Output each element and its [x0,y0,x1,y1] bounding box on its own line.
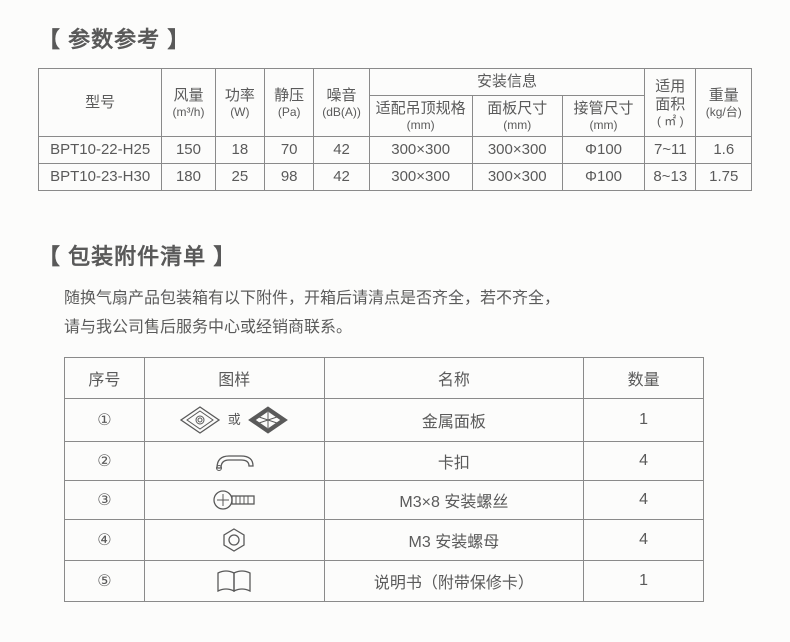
spec-header-row1: 型号 风量 (m³/h) 功率 (W) 静压 (Pa) 噪音 (dB(A)) 安 [39,69,752,96]
hdr-power: 功率 (W) [215,69,264,137]
clip-icon [209,452,259,469]
section2-title: 【 包装附件清单 】 [38,239,752,271]
cell-power: 25 [215,164,264,191]
cell-icon: 或 [144,398,324,441]
cell-area: 7~11 [645,137,696,164]
hdr-model: 型号 [39,69,162,137]
hdr-area: 适用 面积 ( ㎡ ) [645,69,696,137]
cell-static: 98 [265,164,314,191]
cell-noise: 42 [314,164,369,191]
cell-icon [144,480,324,519]
screw-icon [209,491,259,508]
hdr-pipe: 接管尺寸 (mm) [562,96,644,137]
hdr-airflow-unit: (m³/h) [164,105,212,119]
cell-seq: ⑤ [65,560,145,601]
hdr-pipe-unit: (mm) [565,118,642,132]
spec-row: BPT10-22-H25 150 18 70 42 300×300 300×30… [39,137,752,164]
hdr-area-l2: 面积 [655,96,685,113]
cell-icon [144,560,324,601]
or-label: 或 [228,412,241,427]
cell-panel: 300×300 [472,164,562,191]
cell-name: 金属面板 [324,398,584,441]
hdr-area-l1: 适用 [655,78,685,95]
cell-name: 卡扣 [324,441,584,480]
cell-qty: 1 [584,398,704,441]
hdr-power-label: 功率 [225,87,255,104]
hdr-airflow: 风量 (m³/h) [162,69,215,137]
hdr-qty: 数量 [584,357,704,398]
hdr-ceiling-label: 适配吊顶规格 [376,100,466,117]
cell-ceiling: 300×300 [369,137,472,164]
parts-row: ③ M3×8 安装螺丝 4 [65,480,704,519]
cell-icon [144,441,324,480]
metal-panel-alt-icon [247,411,289,428]
cell-model: BPT10-23-H30 [39,164,162,191]
cell-airflow: 150 [162,137,215,164]
cell-qty: 1 [584,560,704,601]
hdr-noise: 噪音 (dB(A)) [314,69,369,137]
hdr-weight: 重量 (kg/台) [696,69,752,137]
cell-airflow: 180 [162,164,215,191]
spec-table: 型号 风量 (m³/h) 功率 (W) 静压 (Pa) 噪音 (dB(A)) 安 [38,68,752,191]
cell-icon [144,519,324,560]
cell-pipe: Φ100 [562,164,644,191]
cell-ceiling: 300×300 [369,164,472,191]
hdr-static-unit: (Pa) [267,105,311,119]
hdr-pipe-label: 接管尺寸 [574,100,634,117]
hdr-icon: 图样 [144,357,324,398]
hdr-airflow-label: 风量 [173,87,203,104]
cell-model: BPT10-22-H25 [39,137,162,164]
parts-intro: 随换气扇产品包装箱有以下附件，开箱后请清点是否齐全，若不齐全， 请与我公司售后服… [64,285,752,343]
cell-name: M3 安装螺母 [324,519,584,560]
hdr-noise-label: 噪音 [327,87,357,104]
cell-name: M3×8 安装螺丝 [324,480,584,519]
cell-seq: ③ [65,480,145,519]
cell-pipe: Φ100 [562,137,644,164]
hdr-weight-unit: (kg/台) [698,105,749,119]
cell-seq: ② [65,441,145,480]
hdr-ceiling-unit: (mm) [372,118,470,132]
hdr-install-group: 安装信息 [369,69,644,96]
cell-panel: 300×300 [472,137,562,164]
cell-weight: 1.75 [696,164,752,191]
parts-row: ② 卡扣 4 [65,441,704,480]
cell-name: 说明书（附带保修卡） [324,560,584,601]
hdr-panel-label: 面板尺寸 [487,100,547,117]
cell-noise: 42 [314,137,369,164]
cell-qty: 4 [584,519,704,560]
cell-weight: 1.6 [696,137,752,164]
cell-qty: 4 [584,480,704,519]
intro-line1: 随换气扇产品包装箱有以下附件，开箱后请清点是否齐全，若不齐全， [64,290,560,307]
cell-seq: ④ [65,519,145,560]
hdr-static: 静压 (Pa) [265,69,314,137]
hdr-panel: 面板尺寸 (mm) [472,96,562,137]
manual-icon [214,572,254,589]
spec-row: BPT10-23-H30 180 25 98 42 300×300 300×30… [39,164,752,191]
parts-header-row: 序号 图样 名称 数量 [65,357,704,398]
page-root: 【 参数参考 】 型号 风量 (m³/h) 功率 (W) 静压 (Pa) 噪音 [0,0,790,632]
cell-power: 18 [215,137,264,164]
intro-line2: 请与我公司售后服务中心或经销商联系。 [64,319,352,336]
hdr-name: 名称 [324,357,584,398]
cell-seq: ① [65,398,145,441]
hdr-power-unit: (W) [218,105,262,119]
metal-panel-icon [179,411,225,428]
hdr-ceiling: 适配吊顶规格 (mm) [369,96,472,137]
cell-static: 70 [265,137,314,164]
parts-row: ⑤ 说明书（附带保修卡） 1 [65,560,704,601]
hdr-static-label: 静压 [274,87,304,104]
section1-title: 【 参数参考 】 [38,22,752,54]
parts-table: 序号 图样 名称 数量 ① 或 金属面板 1 [64,357,704,602]
nut-icon [219,531,249,548]
cell-area: 8~13 [645,164,696,191]
hdr-weight-label: 重量 [709,87,739,104]
parts-row: ④ M3 安装螺母 4 [65,519,704,560]
hdr-area-unit: ( ㎡ ) [647,114,693,128]
cell-qty: 4 [584,441,704,480]
hdr-panel-unit: (mm) [475,118,560,132]
hdr-noise-unit: (dB(A)) [316,105,366,119]
hdr-seq: 序号 [65,357,145,398]
parts-row: ① 或 金属面板 1 [65,398,704,441]
